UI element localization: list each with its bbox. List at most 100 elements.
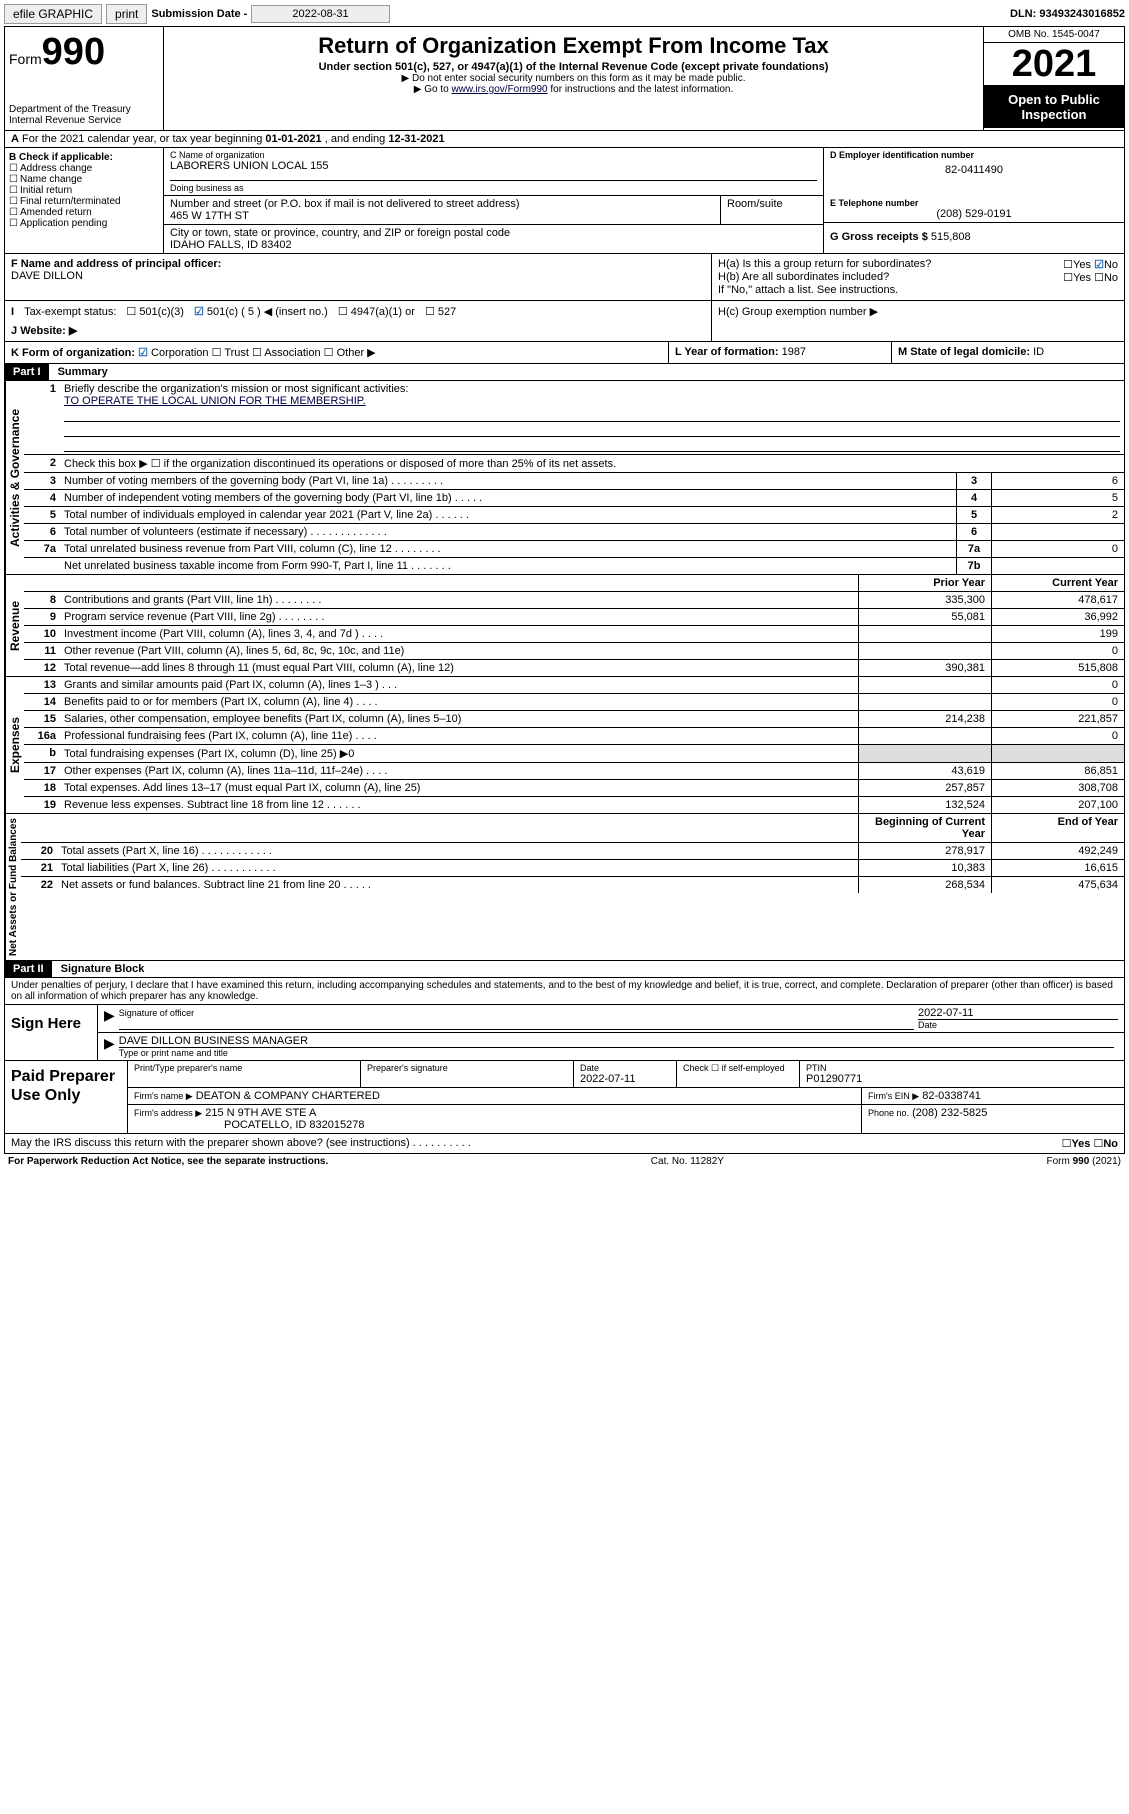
table-row: 12Total revenue—add lines 8 through 11 (… — [24, 660, 1124, 676]
form-container: Form990 Department of the Treasury Inter… — [4, 26, 1125, 1005]
form-header: Form990 Department of the Treasury Inter… — [5, 27, 1124, 131]
table-row: Net unrelated business taxable income fr… — [24, 558, 1124, 574]
form-subtitle-1: Under section 501(c), 527, or 4947(a)(1)… — [170, 61, 977, 73]
tab-governance: Activities & Governance — [5, 381, 24, 574]
gross-receipts-value: 515,808 — [931, 231, 971, 243]
table-row: 11Other revenue (Part VIII, column (A), … — [24, 643, 1124, 660]
row-a-tax-year: A For the 2021 calendar year, or tax yea… — [5, 131, 1124, 148]
ein-label: D Employer identification number — [830, 150, 1118, 160]
q1-label: Briefly describe the organization's miss… — [64, 383, 408, 395]
table-row: 14Benefits paid to or for members (Part … — [24, 694, 1124, 711]
page-footer: For Paperwork Reduction Act Notice, see … — [4, 1154, 1125, 1169]
org-name: LABORERS UNION LOCAL 155 — [170, 160, 817, 172]
city-value: IDAHO FALLS, ID 83402 — [170, 239, 817, 251]
h-b-label: H(b) Are all subordinates included? — [718, 271, 889, 284]
firm-address-1: 215 N 9TH AVE STE A — [205, 1107, 316, 1119]
state-domicile: ID — [1033, 346, 1044, 358]
firm-ein: 82-0338741 — [922, 1090, 981, 1102]
arrow-icon: ▶ — [104, 1035, 115, 1058]
table-row: 22Net assets or fund balances. Subtract … — [21, 877, 1124, 893]
section-klm: K Form of organization: ☑ Corporation ☐ … — [5, 342, 1124, 364]
table-row: 9Program service revenue (Part VIII, lin… — [24, 609, 1124, 626]
paid-preparer-label: Paid Preparer Use Only — [5, 1061, 128, 1133]
table-row: 20Total assets (Part X, line 16) . . . .… — [21, 843, 1124, 860]
org-name-label: C Name of organization — [170, 150, 817, 160]
city-label: City or town, state or province, country… — [170, 227, 817, 239]
firm-name: DEATON & COMPANY CHARTERED — [196, 1090, 380, 1102]
principal-officer-name: DAVE DILLON — [11, 270, 705, 282]
submission-date-label: Submission Date - — [151, 8, 247, 20]
tax-year: 2021 — [984, 43, 1124, 86]
telephone-label: E Telephone number — [830, 198, 1118, 208]
section-fh: F Name and address of principal officer:… — [5, 254, 1124, 301]
may-discuss-row: May the IRS discuss this return with the… — [4, 1134, 1125, 1154]
firm-address-2: POCATELLO, ID 832015278 — [224, 1119, 364, 1131]
tax-exempt-label: Tax-exempt status: — [24, 306, 116, 318]
omb-number: OMB No. 1545-0047 — [984, 27, 1124, 43]
gross-receipts-label: G Gross receipts $ — [830, 231, 928, 243]
table-row: 13Grants and similar amounts paid (Part … — [24, 677, 1124, 694]
website-label: Website: ▶ — [20, 325, 77, 337]
table-row: 3Number of voting members of the governi… — [24, 473, 1124, 490]
section-revenue: Revenue Prior YearCurrent Year 8Contribu… — [5, 575, 1124, 677]
open-public-badge: Open to Public Inspection — [984, 86, 1124, 128]
table-row: 5Total number of individuals employed in… — [24, 507, 1124, 524]
part1-header: Part I Summary — [5, 364, 1124, 381]
q2-text: Check this box ▶ ☐ if the organization d… — [60, 455, 1124, 472]
table-row: 16aProfessional fundraising fees (Part I… — [24, 728, 1124, 745]
paid-preparer-block: Paid Preparer Use Only Print/Type prepar… — [4, 1061, 1125, 1134]
year-formation: 1987 — [782, 346, 806, 358]
table-row: 4Number of independent voting members of… — [24, 490, 1124, 507]
tab-revenue: Revenue — [5, 575, 24, 676]
section-ij: ITax-exempt status: ☐ 501(c)(3) ☑ 501(c)… — [5, 301, 1124, 342]
table-row: bTotal fundraising expenses (Part IX, co… — [24, 745, 1124, 763]
footer-left: For Paperwork Reduction Act Notice, see … — [8, 1156, 328, 1167]
address-label: Number and street (or P.O. box if mail i… — [170, 198, 714, 210]
table-row: 21Total liabilities (Part X, line 26) . … — [21, 860, 1124, 877]
form-subtitle-3: ▶ Go to www.irs.gov/Form990 for instruct… — [170, 84, 977, 95]
room-suite-label: Room/suite — [720, 196, 823, 224]
print-button[interactable]: print — [106, 4, 147, 24]
efile-button[interactable]: efile GRAPHIC — [4, 4, 102, 24]
self-employed-check: Check ☐ if self-employed — [677, 1061, 800, 1087]
table-row: 8Contributions and grants (Part VIII, li… — [24, 592, 1124, 609]
dba-label: Doing business as — [170, 180, 817, 193]
principal-officer-label: F Name and address of principal officer: — [11, 258, 221, 270]
top-toolbar: efile GRAPHIC print Submission Date - 20… — [4, 4, 1125, 24]
form-org-label: K Form of organization: — [11, 347, 135, 359]
sign-here-label: Sign Here — [5, 1005, 98, 1060]
ein-value: 82-0411490 — [830, 160, 1118, 180]
preparer-date: 2022-07-11 — [580, 1073, 670, 1085]
footer-right: Form 990 (2021) — [1047, 1156, 1121, 1167]
irs-label: Internal Revenue Service — [9, 115, 159, 126]
section-net-assets: Net Assets or Fund Balances Beginning of… — [5, 814, 1124, 961]
column-b-checkboxes: B Check if applicable: ☐Address change ☐… — [5, 148, 164, 253]
sig-officer-label: Signature of officer — [119, 1008, 194, 1018]
section-expenses: Expenses 13Grants and similar amounts pa… — [5, 677, 1124, 814]
submission-date-value: 2022-08-31 — [251, 5, 389, 23]
tab-expenses: Expenses — [5, 677, 24, 813]
tab-net-assets: Net Assets or Fund Balances — [5, 814, 21, 960]
officer-name-title: DAVE DILLON BUSINESS MANAGER — [119, 1035, 1114, 1047]
dept-treasury: Department of the Treasury — [9, 104, 159, 115]
table-row: 6Total number of volunteers (estimate if… — [24, 524, 1124, 541]
h-b-note: If "No," attach a list. See instructions… — [718, 284, 1118, 296]
section-governance: Activities & Governance 1 Briefly descri… — [5, 381, 1124, 575]
form-title: Return of Organization Exempt From Incom… — [170, 33, 977, 59]
perjury-declaration: Under penalties of perjury, I declare th… — [5, 978, 1124, 1004]
irs-link[interactable]: www.irs.gov/Form990 — [451, 84, 547, 95]
q1-text: TO OPERATE THE LOCAL UNION FOR THE MEMBE… — [64, 395, 366, 407]
ptin-value: P01290771 — [806, 1073, 1118, 1085]
h-a-label: H(a) Is this a group return for subordin… — [718, 258, 931, 271]
form-number: Form990 — [9, 31, 159, 74]
arrow-icon: ▶ — [104, 1007, 115, 1030]
sig-date: 2022-07-11 — [918, 1007, 1118, 1019]
section-bcd: B Check if applicable: ☐Address change ☐… — [5, 148, 1124, 254]
footer-mid: Cat. No. 11282Y — [651, 1156, 724, 1167]
form-subtitle-2: ▶ Do not enter social security numbers o… — [170, 73, 977, 84]
table-row: 19Revenue less expenses. Subtract line 1… — [24, 797, 1124, 813]
sign-here-block: Sign Here ▶ Signature of officer 2022-07… — [4, 1005, 1125, 1061]
part2-header: Part II Signature Block — [5, 961, 1124, 978]
table-row: 7aTotal unrelated business revenue from … — [24, 541, 1124, 558]
table-row: 18Total expenses. Add lines 13–17 (must … — [24, 780, 1124, 797]
